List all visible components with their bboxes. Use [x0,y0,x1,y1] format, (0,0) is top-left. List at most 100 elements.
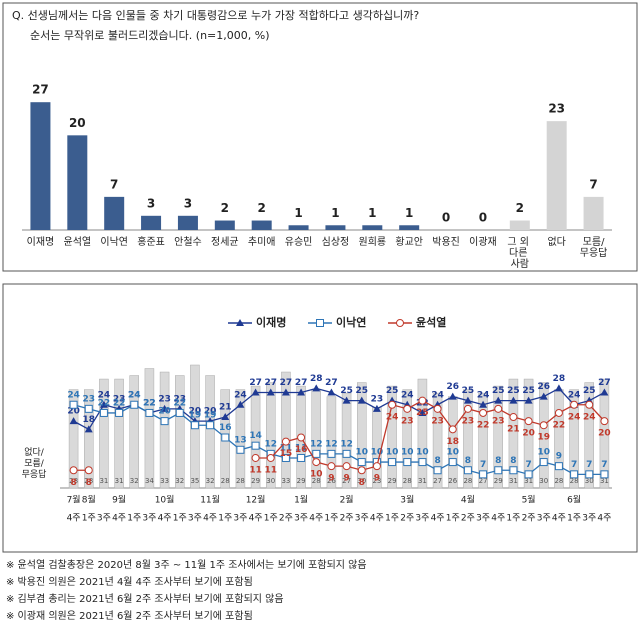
bar [114,378,124,489]
point-label: 28 [310,374,323,384]
footnote: ※ 김부겸 총리는 2021년 6월 2주 조사부터 보기에 포함되지 않음 [6,593,284,605]
x-tick-label: 4주 [203,513,217,524]
month-label: 5월 [522,494,536,506]
x-tick-label: 3주 [294,513,308,524]
bar-label: 28 [84,477,93,485]
bar-label: 27 [479,477,488,485]
point [69,466,78,475]
point-label: 20 [204,407,217,417]
point-label: 7 [586,460,592,470]
point [554,408,563,417]
point [433,466,442,475]
bar-label: 31 [418,477,427,485]
point-label: 20 [67,407,80,417]
point [524,396,533,404]
point [403,404,412,413]
point-label: 19 [189,411,202,421]
point-label: 14 [249,431,262,441]
point [554,384,563,392]
bar [583,196,604,230]
bar-label: 31 [115,477,124,485]
x-tick-label: 1주 [324,513,338,524]
point-label: 25 [386,386,399,396]
point-label: 26 [537,382,550,392]
point-label: 25 [507,386,520,396]
point-label: 20 [158,407,171,417]
bar [250,385,261,489]
point-label: 12 [310,439,323,449]
point [84,425,93,433]
month-label: 8월 [82,494,96,506]
month-label: 6월 [567,494,581,506]
point-label: 9 [343,474,349,484]
month-label: 7월 [67,494,81,506]
bar [539,382,549,489]
point-label: 24 [568,412,581,422]
value-label: 23 [548,102,565,116]
point [448,425,457,434]
point-label: 25 [416,408,429,418]
point [312,449,321,458]
point-label: 23 [173,394,186,404]
bar [463,389,473,489]
value-label: 1 [331,206,339,220]
point [297,433,306,442]
x-tick-label: 3주 [537,513,551,524]
point [251,441,260,450]
point [357,466,366,475]
point-label: 24 [67,390,80,400]
point-label: 10 [537,448,550,458]
value-label: 1 [294,206,302,220]
point [463,466,472,475]
bar [584,382,594,489]
point [388,400,397,409]
point-label: 10 [386,448,399,458]
point-label: 8 [495,456,501,466]
point [372,462,381,471]
x-tick-label: 4주 [158,513,172,524]
point [600,388,609,396]
x-tick-label: 1주 [127,513,141,524]
point [388,458,397,467]
point [600,470,609,479]
footnote: ※ 윤석열 검찰총장은 2020년 8월 3주 ~ 11월 1주 조사에서는 보… [6,559,367,571]
point-label: 23 [401,416,414,426]
point-label: 22 [98,398,111,408]
bottom-frame [2,283,638,553]
bar-label: 32 [130,477,139,485]
point [539,421,548,430]
point-label: 10 [401,448,414,458]
bar-label: 31 [509,477,518,485]
point [84,466,93,475]
point [509,466,518,475]
bar-label: 28 [221,477,230,485]
point-label: 22 [113,398,126,408]
bar [546,121,567,230]
point [524,470,533,479]
point-label: 12 [340,439,353,449]
x-tick-label: 3주 [582,513,596,524]
point-label: 12 [325,439,338,449]
x-tick-label: 2주 [279,513,293,524]
bar [362,225,383,230]
point-label: 27 [249,378,262,388]
x-tick-label: 없다 [547,235,565,248]
point-label: 26 [446,382,459,392]
x-tick-label: 3주 [476,513,490,524]
x-tick-label: 4주 [67,513,81,524]
legend-marker [316,319,324,327]
bar [523,378,534,489]
point [145,408,154,417]
x-tick-label: 3주 [233,513,247,524]
point [479,408,488,417]
point-label: 7 [571,460,577,470]
point [524,417,533,426]
point-label: 18 [82,415,95,425]
point-label: 8 [70,478,76,488]
bar [341,392,352,489]
series-label: 없다/모름/무응답 [22,447,47,480]
point-label: 24 [568,390,581,400]
point [221,413,230,421]
point-label: 28 [553,374,566,384]
